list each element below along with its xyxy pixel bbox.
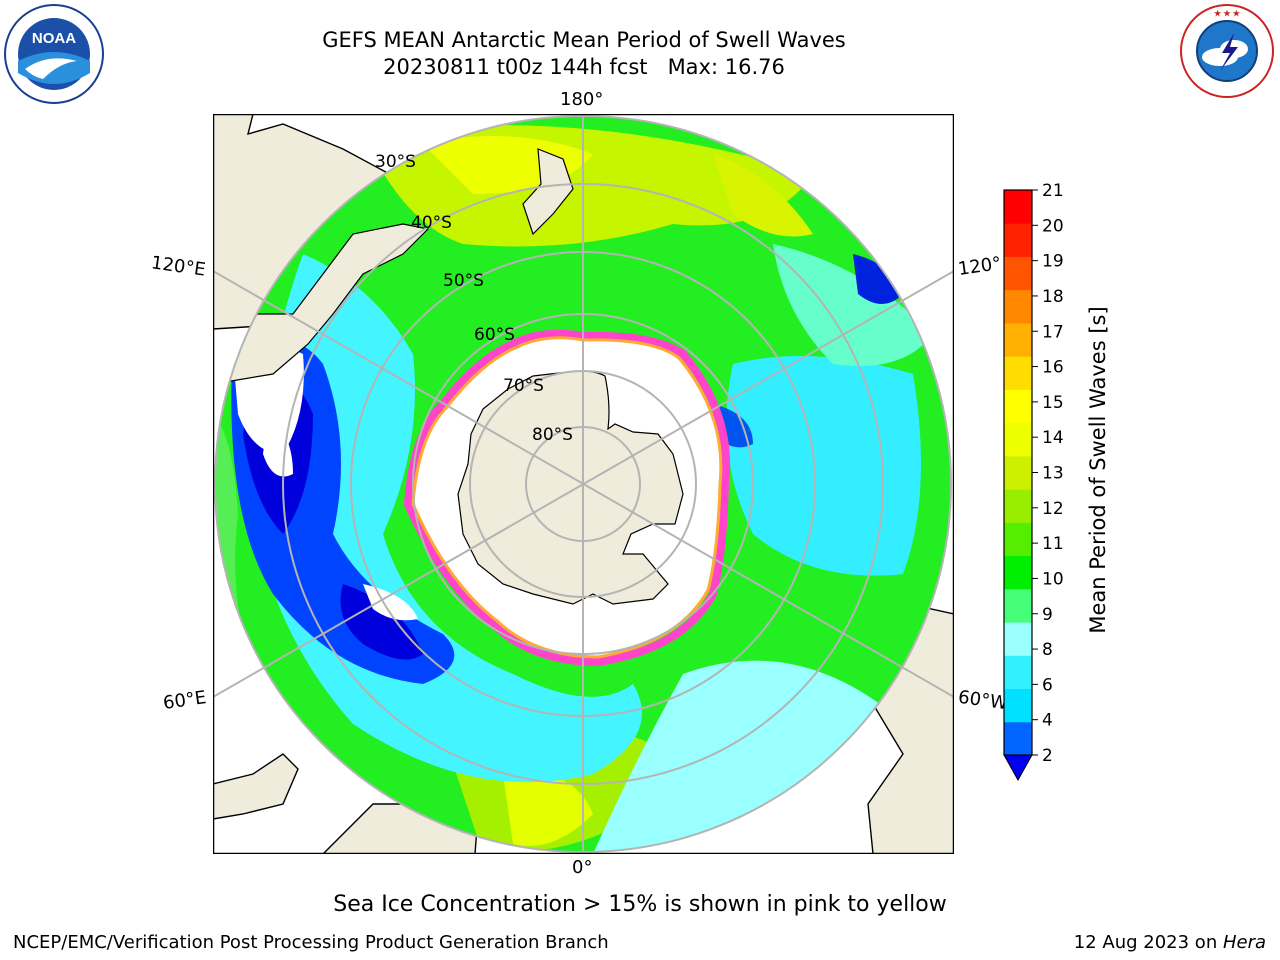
lon-label-60e: 60°E — [161, 687, 208, 714]
lon-label-180: 180° — [560, 89, 604, 110]
lat-label-70s: 70°S — [503, 376, 544, 396]
noaa-logo-text: NOAA — [32, 30, 76, 47]
colorbar-segment — [1004, 455, 1032, 490]
colorbar-tick-label: 17 — [1042, 322, 1064, 342]
colorbar-segment — [1004, 489, 1032, 523]
lat-label-30s: 30°S — [375, 152, 416, 172]
colorbar-segment — [1004, 422, 1032, 457]
colorbar-segment — [1004, 289, 1032, 324]
chart-subtitle: 20230811 t00z 144h fcst Max: 16.76 — [383, 55, 785, 79]
colorbar-tick-label: 11 — [1042, 534, 1064, 554]
colorbar-tick-label: 6 — [1042, 675, 1053, 695]
colorbar-tick-label: 18 — [1042, 287, 1064, 307]
colorbar-tick-label: 15 — [1042, 393, 1064, 413]
lat-label-50s: 50°S — [443, 271, 484, 291]
colorbar-segment — [1004, 223, 1032, 257]
colorbar-tick-label: 8 — [1042, 640, 1053, 660]
colorbar-segment — [1004, 356, 1032, 390]
lon-label-120e: 120°E — [149, 252, 207, 281]
colorbar: 2 4 6 8 9 10 11 12 13 14 15 16 17 18 19 20 21 — [1003, 181, 1064, 782]
lon-label-0: 0° — [572, 857, 593, 878]
colorbar-tick-label: 13 — [1042, 464, 1064, 484]
sea-ice-caption: Sea Ice Concentration > 15% is shown in … — [333, 892, 947, 917]
colorbar-segment — [1004, 322, 1032, 357]
colorbar-tick-label: 14 — [1042, 428, 1064, 448]
chart-title: GEFS MEAN Antarctic Mean Period of Swell… — [322, 28, 846, 52]
colorbar-segment — [1004, 190, 1032, 224]
colorbar-segment — [1004, 588, 1032, 623]
footer-credit: NCEP/EMC/Verification Post Processing Pr… — [13, 932, 609, 953]
colorbar-segment — [1004, 655, 1032, 690]
map-border — [213, 114, 954, 854]
colorbar-tick-label: 4 — [1042, 711, 1053, 731]
colorbar-segment — [1004, 555, 1032, 590]
colorbar-tick-label: 12 — [1042, 499, 1064, 519]
colorbar-segment — [1004, 688, 1032, 723]
noaa-logo: NOAA — [4, 4, 104, 104]
colorbar-tick-label: 16 — [1042, 358, 1064, 378]
colorbar-tick-label: 2 — [1042, 746, 1053, 766]
footer-date: 12 Aug 2023 on Hera — [1074, 932, 1266, 953]
colorbar-tick-label: 19 — [1042, 252, 1064, 272]
colorbar-tick-label: 21 — [1042, 181, 1064, 201]
lat-label-40s: 40°S — [411, 213, 452, 233]
colorbar-tick-label: 9 — [1042, 605, 1053, 625]
lat-label-80s: 80°S — [532, 425, 573, 445]
footer-host: Hera — [1222, 932, 1266, 953]
colorbar-segment — [1004, 522, 1032, 557]
antarctica-land — [457, 370, 684, 605]
lat-label-60s: 60°S — [474, 325, 515, 345]
colorbar-segment — [1004, 256, 1032, 291]
footer-date-text: 12 Aug 2023 on — [1073, 932, 1223, 953]
nws-logo: ★ ★ ★ — [1180, 4, 1274, 98]
colorbar-segment — [1004, 622, 1032, 656]
svg-text:★ ★ ★: ★ ★ ★ — [1214, 9, 1241, 18]
polar-map: 30°S 40°S 50°S 60°S 70°S 80°S — [213, 114, 954, 854]
land-inside-disk — [215, 148, 574, 385]
colorbar-label: Mean Period of Swell Waves [s] — [1086, 306, 1110, 634]
graticule — [213, 114, 954, 854]
colorbar-segment — [1004, 389, 1032, 424]
colorbar-segment — [1004, 721, 1032, 756]
colorbar-tick-label: 20 — [1042, 216, 1064, 236]
colorbar-tick-label: 10 — [1042, 569, 1064, 589]
colorbar-extend-min — [1003, 754, 1033, 782]
